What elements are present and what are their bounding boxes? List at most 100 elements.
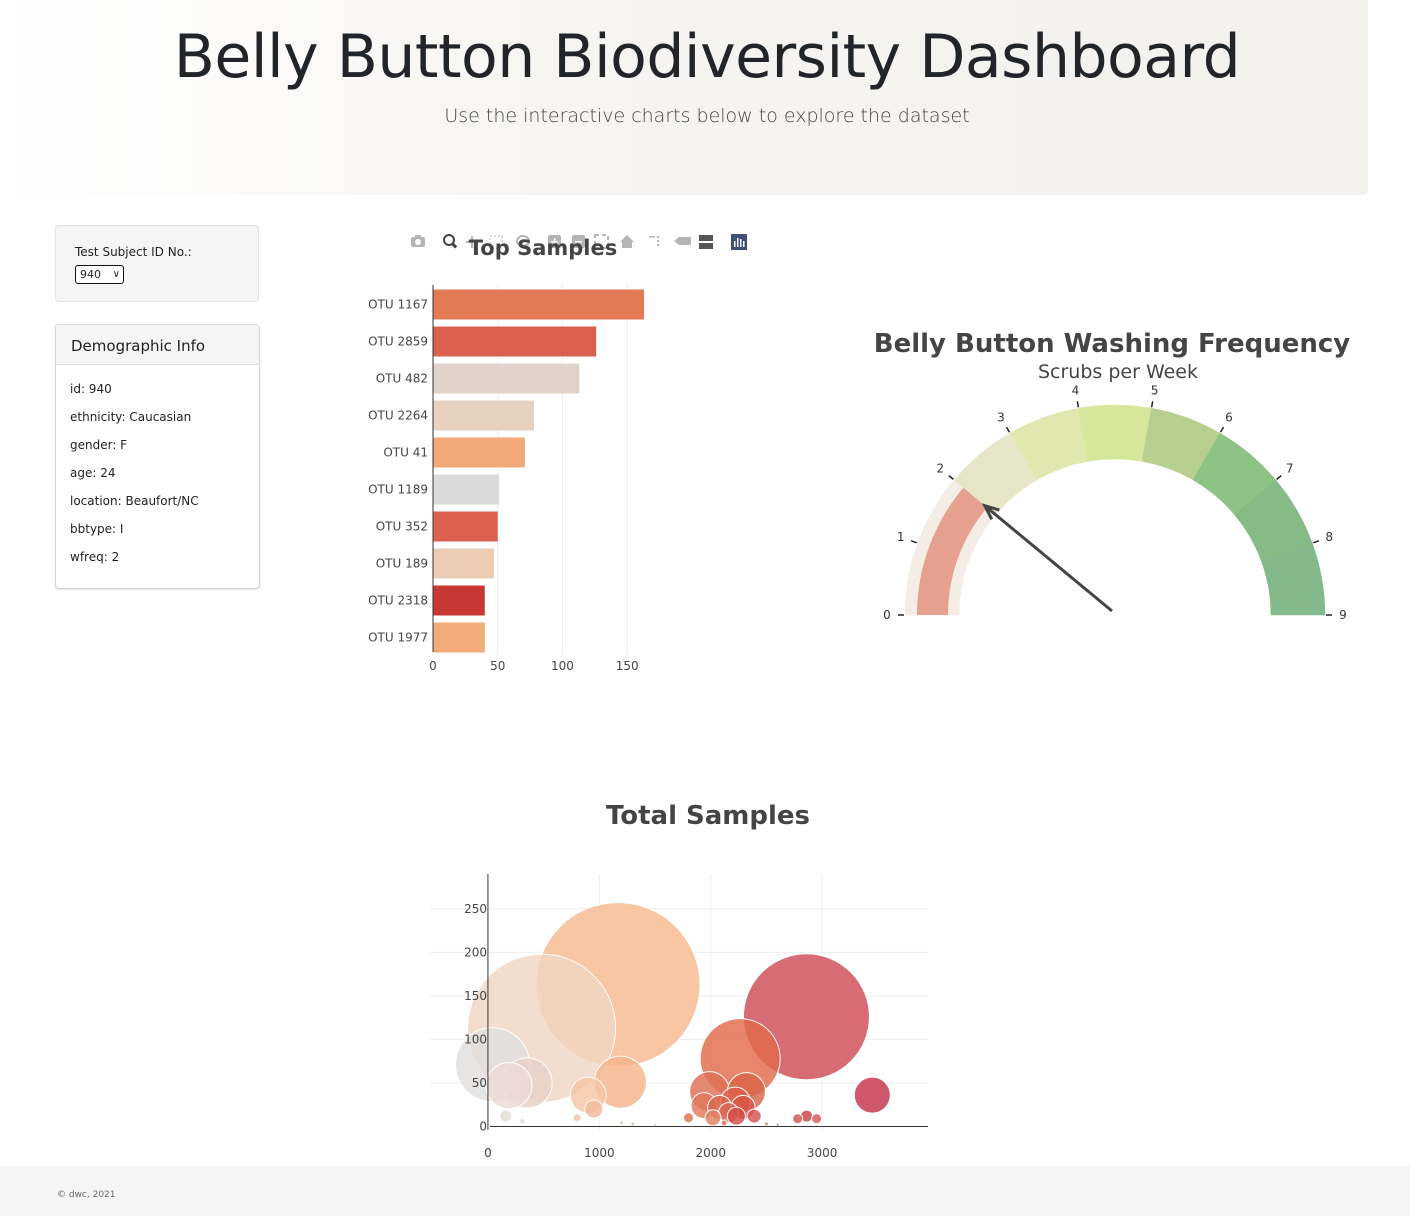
gauge-tick-mark [1276,474,1282,480]
home-icon[interactable] [620,235,634,248]
bar-otu-482[interactable] [433,363,580,394]
page-subtitle: Use the interactive charts below to expl… [444,105,970,127]
demographic-info-title: Demographic Info [56,325,259,365]
bubble-point[interactable] [720,1119,728,1127]
demographic-row-wfreq: wfreq: 2 [70,550,120,564]
demographic-row-id: id: 940 [70,382,112,396]
bubble-point[interactable] [792,1113,804,1125]
hover-closest-icon[interactable] [674,237,691,245]
page-title: Belly Button Biodiversity Dashboard [173,22,1241,92]
gauge-tick-mark [910,540,917,544]
pan-icon[interactable] [466,236,478,248]
plotly-logo-icon[interactable] [731,234,747,250]
bubble-y-tick-label: 50 [472,1076,487,1090]
gauge-tick-label: 6 [1225,411,1233,425]
autoscale-icon[interactable] [594,234,609,249]
gauge-tick-mark [948,474,954,480]
bar-otu-1977[interactable] [433,622,485,653]
gauge-subtitle: Scrubs per Week [1038,361,1198,383]
bubble-point[interactable] [763,1121,769,1127]
bubble-point[interactable] [630,1121,636,1127]
bar-otu-1167[interactable] [433,289,645,320]
bar-category-label: OTU 482 [376,372,428,386]
bubble-x-tick-label: 3000 [807,1146,838,1160]
bubble-point[interactable] [726,1106,746,1126]
subject-selector-panel: Test Subject ID No.: 940 ∨ [55,225,259,302]
bubble-chart-title: Total Samples [606,801,810,831]
bar-category-label: OTU 1977 [368,631,428,645]
bar-x-tick-label: 0 [429,659,437,673]
hover-compare-icon[interactable] [699,235,713,249]
bubble-point[interactable] [653,1122,658,1127]
bar-otu-189[interactable] [433,548,494,579]
gauge-step-8-9 [1261,542,1326,616]
bubble-point[interactable] [499,1109,513,1123]
bubble-y-tick-label: 200 [464,945,487,959]
bar-otu-2264[interactable] [433,400,534,431]
demographic-info-panel: Demographic Info id: 940 ethnicity: Cauc… [55,324,260,589]
bar-category-label: OTU 189 [376,557,428,571]
bar-category-label: OTU 2859 [368,335,428,349]
demographic-row-location: location: Beaufort/NC [70,494,199,508]
bar-category-label: OTU 2264 [368,409,428,423]
zoom-in-icon[interactable] [548,235,561,248]
demographic-row-age: age: 24 [70,466,116,480]
gauge-tick-label: 8 [1325,530,1333,544]
camera-icon[interactable] [411,235,425,247]
gauge-tick-mark [1005,426,1011,433]
gauge-tick-mark [1313,540,1320,544]
bubble-point[interactable] [584,1099,604,1119]
bubble-y-tick-label: 100 [464,1032,487,1046]
demographic-row-gender: gender: F [70,438,128,452]
bubble-y-tick-label: 250 [464,902,487,916]
bar-otu-2859[interactable] [433,326,597,357]
washing-frequency-gauge: Belly Button Washing Frequency Scrubs pe… [874,329,1350,622]
bar-category-label: OTU 1167 [368,298,428,312]
gauge-tick-mark [1150,401,1154,408]
chart-modebar [408,232,753,252]
zoom-icon[interactable] [443,234,458,249]
bar-otu-352[interactable] [433,511,498,542]
top-samples-bar-chart: Top Samples OTU 1167 OTU 2859 OTU 482 OTU 2… [368,236,645,673]
bubble-point[interactable] [853,1076,891,1114]
bar-category-label: OTU 2318 [368,594,428,608]
bubble-point[interactable] [518,1117,526,1125]
bubble-point[interactable] [682,1112,694,1124]
gauge-tick-label: 3 [997,411,1005,425]
gauge-title: Belly Button Washing Frequency [874,329,1350,359]
bar-chart-title: Top Samples [469,236,617,260]
header-jumbotron: Belly Button Biodiversity Dashboard Use … [0,0,1368,195]
bar-x-tick-label: 50 [490,659,505,673]
bar-category-label: OTU 1189 [368,483,428,497]
lasso-icon[interactable] [516,235,530,247]
demographic-info-list: id: 940 ethnicity: Caucasian gender: F a… [56,365,259,577]
gauge-value-bar [917,487,988,615]
bubble-point[interactable] [746,1108,762,1124]
bar-otu-1189[interactable] [433,474,500,505]
gauge-needle-arrowhead [981,503,1000,520]
spike-icon[interactable] [649,236,659,246]
gauge-tick-label: 1 [897,530,905,544]
bar-otu-2318[interactable] [433,585,485,616]
subject-selector-label: Test Subject ID No.: [75,245,192,259]
bubble-point[interactable] [619,1120,625,1126]
bubble-point[interactable] [704,1109,722,1127]
gauge-step-4-5 [1078,404,1152,462]
bar-x-tick-label: 100 [551,659,574,673]
gauge-tick-label: 9 [1339,608,1347,622]
bubble-y-tick-label: 150 [464,989,487,1003]
zoom-out-icon[interactable] [572,235,585,248]
gauge-tick-label: 4 [1072,383,1080,397]
bubble-y-tick-label: 0 [479,1120,487,1134]
total-samples-bubble-chart: Total Samples 0 50 100 150 200 250 0 1000 2000 30… [430,801,928,1160]
gauge-tick-label: 7 [1286,461,1294,475]
bubble-point[interactable] [485,1062,533,1110]
subject-id-selected-value: 940 [80,268,101,281]
bar-otu-41[interactable] [433,437,525,468]
subject-id-select[interactable]: 940 ∨ [75,265,124,284]
demographic-row-ethnicity: ethnicity: Caucasian [70,410,192,424]
bubble-point[interactable] [775,1122,780,1127]
bubble-point[interactable] [572,1113,582,1123]
bubble-point[interactable] [811,1113,823,1125]
box-select-icon[interactable] [489,235,503,249]
